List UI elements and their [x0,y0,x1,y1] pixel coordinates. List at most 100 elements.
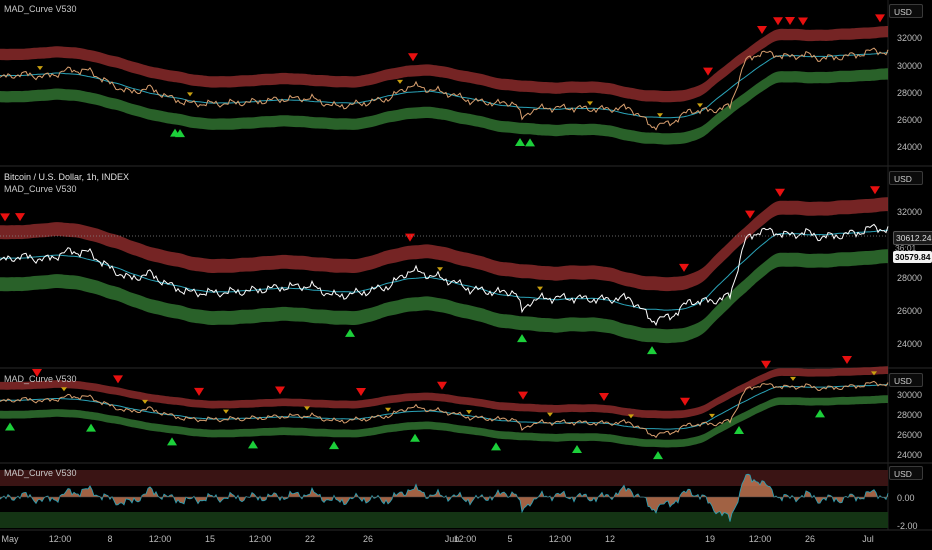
pane2-sell-marker [405,233,415,242]
pane3-sell-marker [194,387,204,396]
pane3-warn-marker [61,387,67,392]
pane1-lower-band [0,68,888,145]
pane3-sell-marker [113,375,123,384]
pane2-sell-marker [15,213,25,222]
x-tick: 26 [804,534,816,544]
pane3-warn-marker [547,412,553,417]
pane1-upper-band [0,26,888,103]
pane3-buy-marker [167,437,177,446]
pane2-sell-marker [0,213,10,222]
last-price-tag: 30579.84 [893,251,932,263]
pane1-sell-marker [773,17,783,26]
pane1-sell-marker [703,67,713,76]
pane3-price-line [0,380,889,439]
pane3-warn-marker [871,371,877,376]
pane3-warn-marker [142,399,148,404]
pane2-upper-band [0,197,888,292]
pane2-price-line [0,223,889,326]
pane2-sell-marker [775,188,785,197]
currency-button-pane4[interactable]: USD [889,466,923,480]
x-tick: 12:00 [548,534,572,544]
x-tick: 12:00 [48,534,72,544]
x-tick: 5 [507,534,513,544]
x-tick: 8 [107,534,113,544]
y-tick: 0.00 [897,493,915,503]
pane1-warn-marker [587,101,593,106]
pane2-warn-marker [537,286,543,291]
pane1-buy-marker [175,129,185,138]
pane4-title: MAD_Curve V530 [4,468,77,478]
pane3-sell-marker [842,356,852,365]
x-tick: 12:00 [453,534,477,544]
pane4-oscillator-line [0,473,889,522]
pane3-buy-marker [815,409,825,418]
pane3-buy-marker [248,440,258,449]
pane1-warn-marker [37,66,43,71]
pane2-sell-marker [745,210,755,219]
pane3-buy-marker [5,422,15,431]
pane3-sell-marker [32,369,42,378]
pane1-price-line [0,47,889,131]
pane3-buy-marker [329,441,339,450]
pane3-buy-marker [410,433,420,442]
x-tick: 12:00 [748,534,772,544]
pane3-warn-marker [628,414,634,419]
pane1-warn-marker [397,79,403,84]
x-tick: 15 [204,534,216,544]
pane1-sell-marker [757,26,767,35]
pane3-sell-marker [356,388,366,397]
pane2-warn-marker [437,267,443,272]
pane3-title: MAD_Curve V530 [4,374,77,384]
pane1-sell-marker [408,53,418,62]
pane3-sell-marker [437,381,447,390]
x-tick: 12:00 [148,534,172,544]
pane1-warn-marker [697,103,703,108]
pane3-sell-marker [680,397,690,406]
pane3-buy-marker [491,442,501,451]
pane1-warn-marker [187,92,193,97]
currency-button-pane3[interactable]: USD [889,373,923,387]
pane1-buy-marker [515,138,525,147]
y-tick: 26000 [897,306,923,316]
pane2-lower-band [0,249,888,344]
y-tick: 30000 [897,61,923,71]
y-tick: 26000 [897,115,923,125]
y-tick: 24000 [897,142,923,152]
pane2-buy-marker [517,334,527,343]
pane3-warn-marker [304,406,310,411]
pane2-sell-marker [870,186,880,195]
pane3-buy-marker [734,426,744,435]
pane1-sell-marker [875,14,885,23]
pane3-warn-marker [790,376,796,381]
y-tick: 32000 [897,207,923,217]
x-tick: Jul [862,534,874,544]
pane1-sell-marker [785,16,795,25]
x-tick: 12:00 [248,534,272,544]
y-tick: 28000 [897,273,923,283]
y-tick: 32000 [897,33,923,43]
y-tick: 28000 [897,410,923,420]
pane3-upper-band [0,366,888,419]
pane3-lower-band [0,395,888,448]
pane4-upper-zone [0,470,888,486]
pane3-buy-marker [86,423,96,432]
pane3-warn-marker [466,410,472,415]
currency-button-pane1[interactable]: USD [889,4,923,18]
pane1-buy-marker [525,138,535,147]
pane3-buy-marker [572,445,582,454]
pane1-warn-marker [657,113,663,118]
y-tick: -2.00 [897,521,918,531]
pane2-symbol: Bitcoin / U.S. Dollar, 1h, INDEX [4,172,130,182]
currency-button-pane2[interactable]: USD [889,171,923,185]
line-price-tag: 30612.24 [893,231,932,245]
x-tick: 12 [604,534,616,544]
pane2-buy-marker [647,346,657,355]
x-tick: 19 [704,534,716,544]
pane3-warn-marker [223,409,229,414]
pane2-title: MAD_Curve V530 [4,184,77,194]
pane3-buy-marker [653,451,663,460]
x-tick: 26 [362,534,374,544]
y-tick: 30000 [897,390,923,400]
countdown-tag: 36:01 [895,243,917,253]
